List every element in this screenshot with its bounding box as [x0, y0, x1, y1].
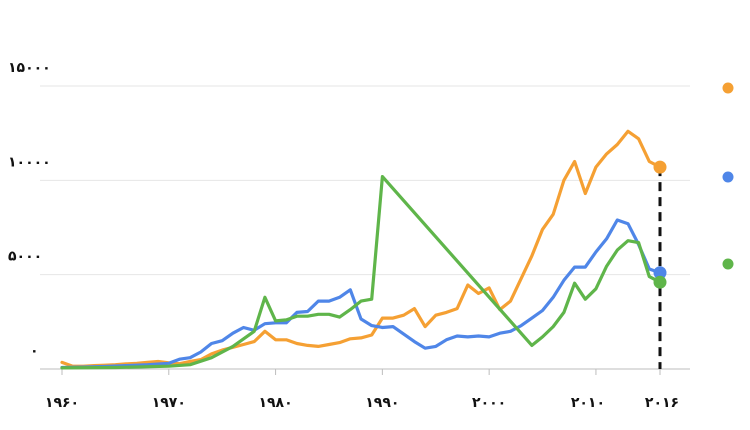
series-line-1 — [60, 129, 662, 368]
x-tick-label-1980: ١٩٨٠ — [258, 395, 292, 411]
series-end-point-3 — [653, 275, 667, 289]
y-tick-labels: ٠ ۵٠٠٠ ١٠٠٠٠ ١۵٠٠٠ — [8, 60, 51, 359]
y-tick-label-15000: ١۵٠٠٠ — [8, 60, 51, 76]
x-tick-label-2016: ٢٠١۶ — [645, 395, 679, 411]
legend-marker-2 — [722, 171, 734, 183]
series-end-point-2 — [653, 266, 667, 280]
x-tick-label-1990: ١٩٩٠ — [365, 395, 399, 411]
y-tick-label-10000: ١٠٠٠٠ — [8, 154, 51, 170]
legend-marker-3 — [722, 258, 734, 270]
axes — [40, 368, 690, 375]
x-tick-labels: ١٩۶٠ ١٩٧٠ ١٩٨٠ ١٩٩٠ ٢٠٠٠ ٢٠١٠ ٢٠١۶ — [45, 395, 679, 411]
x-tick-label-1970: ١٩٧٠ — [152, 395, 186, 411]
series — [60, 129, 662, 370]
series-line-2 — [60, 218, 662, 370]
x-tick-label-2000: ٢٠٠٠ — [472, 395, 506, 411]
legend — [722, 82, 734, 270]
x-tick-label-2010: ٢٠١٠ — [571, 395, 605, 411]
y-tick-label-5000: ۵٠٠٠ — [8, 249, 42, 265]
grid — [40, 85, 690, 276]
x-tick-label-1960: ١٩۶٠ — [45, 395, 79, 411]
y-tick-label-0: ٠ — [30, 343, 39, 359]
series-line-3 — [60, 175, 662, 370]
series-end-point-1 — [653, 160, 667, 174]
legend-marker-1 — [722, 82, 734, 94]
end-markers — [653, 160, 667, 289]
